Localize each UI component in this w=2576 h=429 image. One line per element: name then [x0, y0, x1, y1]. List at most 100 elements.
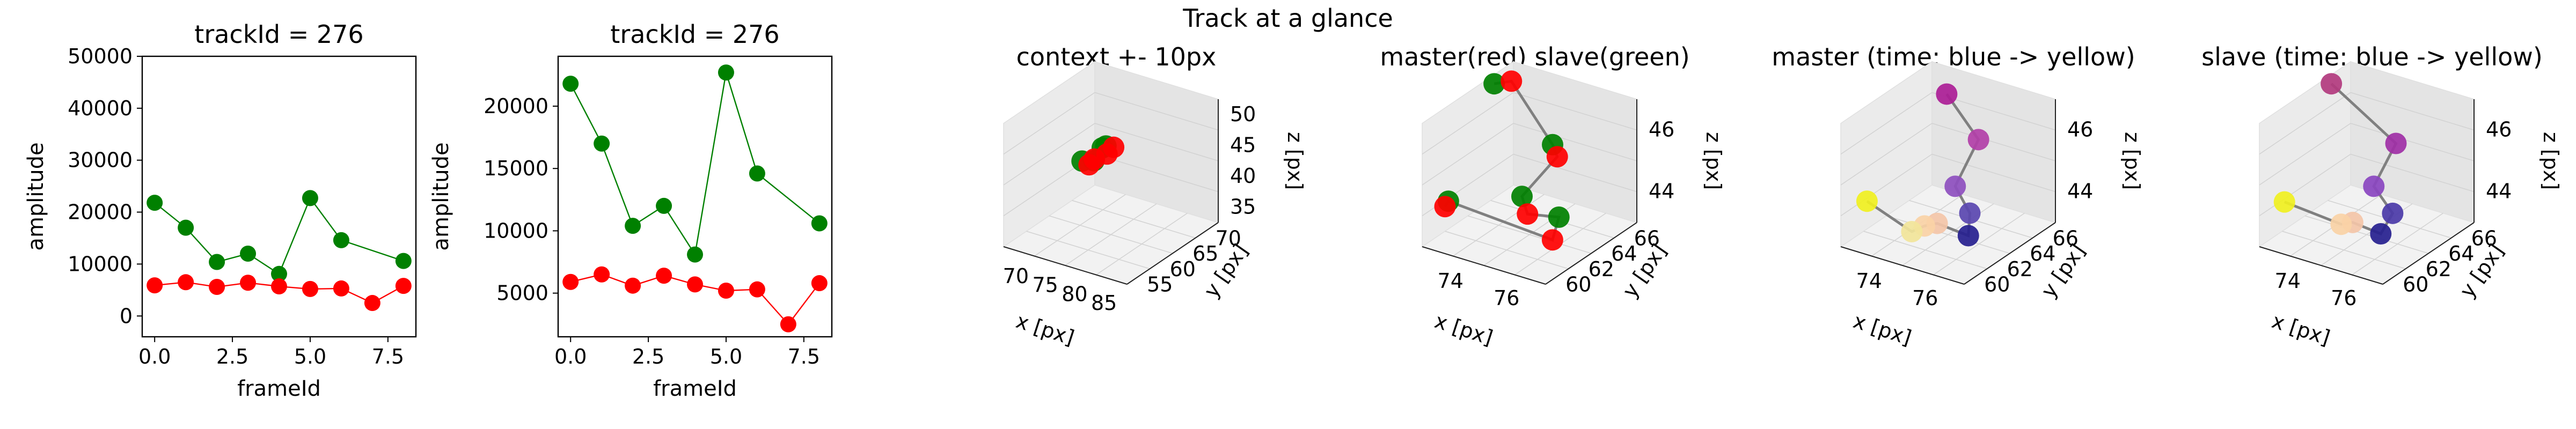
grid-line [1094, 123, 1219, 161]
x-tick-label: 0.0 [138, 345, 171, 368]
data-point [178, 274, 194, 291]
data-point [1541, 229, 1563, 251]
x-tick-label: 70 [1003, 264, 1029, 288]
x-axis-label: x [px] [1432, 309, 1496, 350]
z-tick-label: 35 [1230, 195, 1256, 218]
grid-line [2304, 215, 2429, 254]
y-tick-label: 64 [2448, 242, 2474, 265]
y-tick-label: 20000 [68, 201, 133, 224]
grid-line [1096, 212, 1188, 276]
grid-line [1840, 153, 1933, 217]
chart-title: master (time: blue -> yellow) [1772, 42, 2135, 71]
grid-line [1049, 215, 1173, 254]
x-tick-label: 5.0 [710, 345, 742, 368]
data-point [240, 246, 257, 262]
y-tick-label: 5000 [496, 282, 548, 305]
x-axis-line [1422, 246, 1546, 285]
x-tick-label: 2.5 [632, 345, 664, 368]
z-axis-label: z [px] [1702, 132, 1725, 190]
data-point [1548, 206, 1570, 228]
x-tick-label: 76 [1494, 286, 1519, 310]
data-point [2370, 223, 2392, 245]
x-axis-label: frameId [237, 376, 321, 401]
grid-line [2352, 212, 2443, 276]
y-tick-label: 60 [2403, 273, 2428, 297]
grid-line [1513, 92, 1637, 131]
data-point [395, 253, 412, 269]
data-point [1957, 225, 1979, 247]
grid-line [1931, 123, 2056, 161]
x-tick-label: 2.5 [216, 345, 248, 368]
y-tick-label: 55 [1147, 273, 1173, 297]
grid-line [2259, 123, 2351, 186]
y-tick-label: 0 [120, 304, 133, 328]
y-tick-label: 10000 [484, 219, 548, 242]
3d-scatter-4: slave (time: blue -> yellow) 74 76 60626466… [2201, 42, 2563, 350]
data-point [562, 273, 579, 290]
data-point [302, 280, 318, 297]
data-point [687, 276, 703, 293]
data-point [2273, 191, 2295, 213]
grid-line [1513, 153, 1637, 193]
data-point [209, 254, 225, 270]
y-axis-label: amplitude [24, 142, 48, 250]
data-point [302, 190, 318, 206]
z-tick-label: 46 [1649, 118, 1674, 142]
data-point [625, 277, 641, 294]
grid-line [2259, 92, 2351, 155]
data-point [749, 281, 765, 298]
data-point [271, 265, 287, 282]
y-tick-label: 15000 [484, 157, 548, 180]
y-axis-line [1126, 222, 1219, 285]
y-tick-label: 62 [1589, 257, 1614, 281]
data-point [1944, 175, 1966, 197]
y-tick-label: 65 [1192, 242, 1218, 265]
data-point [749, 165, 765, 182]
y-tick-label: 20000 [484, 94, 548, 118]
data-point [240, 275, 257, 291]
data-point [2382, 202, 2404, 224]
grid-line [1422, 92, 1514, 155]
series-line [154, 196, 404, 275]
data-point [1084, 148, 1106, 170]
grid-line [1840, 123, 1933, 186]
x-tick-label: 85 [1091, 291, 1117, 315]
chart-title: trackId = 276 [194, 20, 363, 49]
data-point [718, 64, 734, 81]
x-tick-label: 76 [1912, 286, 1938, 310]
y-axis-line [1545, 222, 1637, 285]
grid-line [1422, 123, 1514, 186]
data-point [811, 215, 828, 232]
data-point [178, 219, 194, 236]
data-point [594, 266, 610, 283]
data-point [1546, 146, 1568, 168]
data-point [1936, 83, 1958, 105]
data-point [1501, 70, 1523, 92]
z-tick-label: 44 [2486, 180, 2512, 203]
x-tick-label: 76 [2331, 286, 2357, 310]
data-point [811, 275, 828, 292]
y-tick-label: 66 [2053, 226, 2079, 250]
grid-line [1840, 92, 1933, 155]
data-point [1434, 196, 1456, 218]
x-tick-label: 7.5 [788, 345, 820, 368]
x-tick-label: 74 [2275, 269, 2301, 293]
z-axis-label: z [px] [1283, 132, 1307, 190]
3d-scatter-3: master (time: blue -> yellow) 74 76 6062646… [1772, 42, 2144, 350]
x-axis-line [2259, 246, 2383, 285]
y-tick-label: 70 [1216, 226, 1241, 250]
data-point [1511, 186, 1533, 208]
y-tick-label: 50000 [68, 45, 133, 68]
data-point [209, 279, 225, 295]
data-point [718, 282, 734, 299]
x-axis-label: x [px] [1013, 309, 1077, 350]
z-axis-label: z [px] [2539, 132, 2563, 190]
grid-line [1094, 92, 1219, 131]
data-point [1483, 73, 1505, 95]
x-axis-line [1840, 246, 1965, 285]
grid-line [1513, 123, 1637, 161]
data-point [2321, 73, 2343, 95]
z-axis-label: z [px] [2120, 132, 2144, 190]
